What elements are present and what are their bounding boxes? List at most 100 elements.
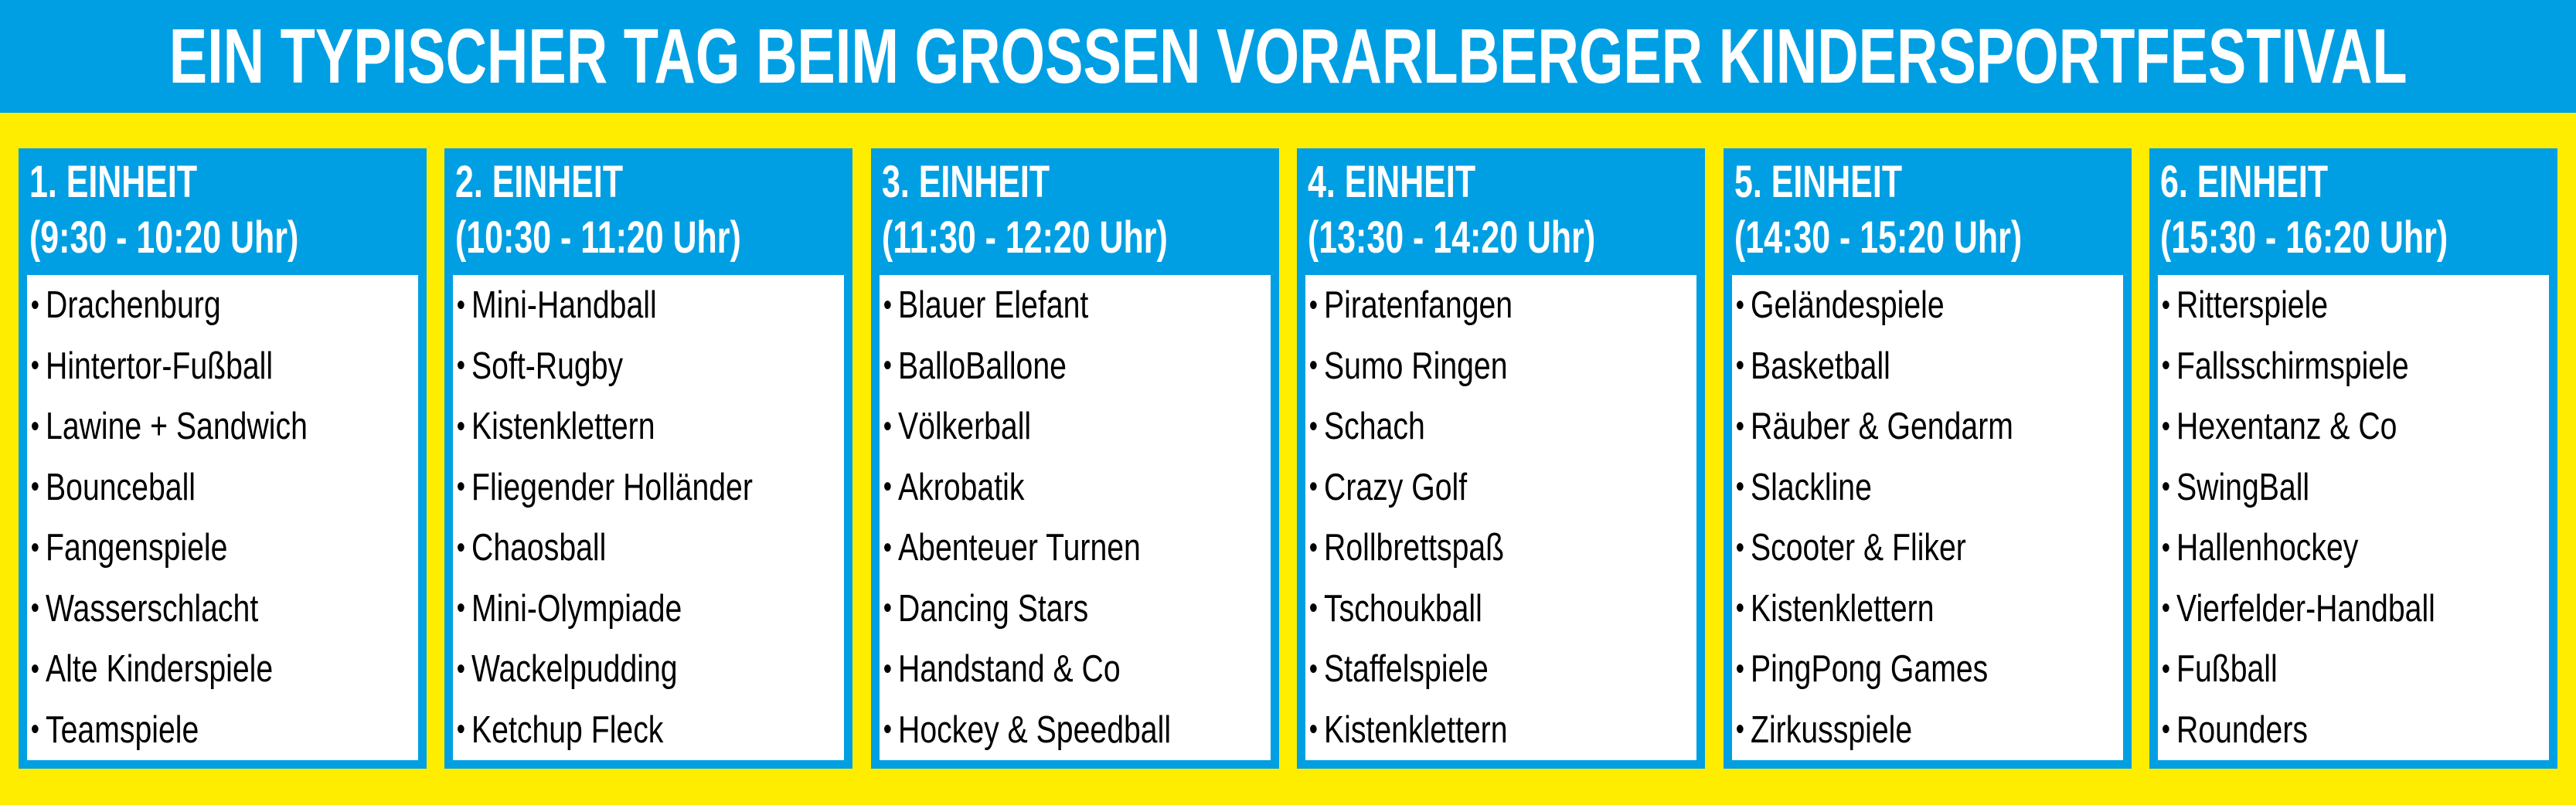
list-item: • Akrobatik bbox=[880, 457, 1271, 518]
bullet-icon: • bbox=[1308, 287, 1319, 322]
bullet-icon: • bbox=[457, 470, 466, 504]
bullet-icon: • bbox=[457, 651, 466, 686]
list-item: • Mini-Handball bbox=[453, 275, 844, 336]
unit-time: (10:30 - 11:20 Uhr) bbox=[455, 212, 742, 263]
activity-label: Ritterspiele bbox=[2176, 284, 2329, 327]
activity-list: • Geländespiele • Basketball • Räuber & Genda… bbox=[1731, 275, 2123, 761]
activity-label: Fliegender Holländer bbox=[471, 466, 754, 508]
list-item: • Wackelpudding bbox=[453, 639, 844, 700]
list-item: • Ritterspiele bbox=[2158, 275, 2549, 336]
activity-label: Handstand & Co bbox=[897, 648, 1121, 691]
bullet-icon: • bbox=[883, 591, 892, 626]
unit-column: 6. EINHEIT (15:30 - 16:20 Uhr) • Ritterspie… bbox=[2149, 148, 2557, 769]
list-item: • Sumo Ringen bbox=[1305, 336, 1696, 397]
list-item: • Alte Kinderspiele bbox=[27, 639, 418, 700]
bullet-icon: • bbox=[1735, 530, 1744, 565]
unit-column: 3. EINHEIT (11:30 - 12:20 Uhr) • Blauer Ele… bbox=[870, 148, 1279, 769]
list-item: • Mini-Olympiade bbox=[453, 579, 844, 640]
list-item: • Rollbrettspaß bbox=[1305, 518, 1696, 579]
activity-label: Chaosball bbox=[471, 527, 607, 569]
unit-time: (14:30 - 15:20 Uhr) bbox=[1734, 212, 2022, 263]
activity-label: Blauer Elefant bbox=[897, 284, 1089, 327]
list-item: • Blauer Elefant bbox=[880, 275, 1271, 336]
bullet-icon: • bbox=[2161, 409, 2171, 443]
activity-label: Crazy Golf bbox=[1324, 466, 1468, 508]
bullet-icon: • bbox=[1308, 712, 1319, 747]
unit-column: 4. EINHEIT (13:30 - 14:20 Uhr) • Piratenfan… bbox=[1297, 148, 1706, 769]
activity-label: Kistenklettern bbox=[1750, 587, 1935, 630]
unit-title: 1. EINHEIT bbox=[29, 157, 198, 207]
list-item: • Chaosball bbox=[453, 518, 844, 579]
unit-title: 2. EINHEIT bbox=[455, 157, 624, 207]
list-item: • Vierfelder-Handball bbox=[2158, 579, 2549, 640]
unit-header: 1. EINHEIT (9:30 - 10:20 Uhr) bbox=[29, 155, 298, 266]
unit-header: 3. EINHEIT (11:30 - 12:20 Uhr) bbox=[882, 155, 1168, 266]
unit-header: 5. EINHEIT (14:30 - 15:20 Uhr) bbox=[1734, 155, 2022, 266]
list-item: • Kistenklettern bbox=[1732, 579, 2123, 640]
unit-column: 2. EINHEIT (10:30 - 11:20 Uhr) • Mini-Handb… bbox=[444, 148, 853, 769]
bullet-icon: • bbox=[30, 470, 40, 504]
bullet-icon: • bbox=[457, 591, 466, 626]
list-item: • Geländespiele bbox=[1732, 275, 2123, 336]
list-item: • Dancing Stars bbox=[880, 579, 1271, 640]
unit-title: 3. EINHEIT bbox=[881, 157, 1050, 207]
list-item: • Hockey & Speedball bbox=[880, 700, 1271, 761]
activity-label: Hexentanz & Co bbox=[2176, 406, 2397, 448]
bullet-icon: • bbox=[1308, 651, 1319, 686]
list-item: • Teamspiele bbox=[27, 700, 418, 761]
activity-label: Hockey & Speedball bbox=[897, 708, 1171, 751]
bullet-icon: • bbox=[1308, 348, 1319, 383]
activity-label: Scooter & Fliker bbox=[1750, 527, 1966, 569]
activity-label: Slackline bbox=[1750, 466, 1872, 508]
activity-label: Ketchup Fleck bbox=[471, 708, 664, 751]
list-item: • Wasserschlacht bbox=[27, 579, 418, 640]
list-item: • Ketchup Fleck bbox=[453, 700, 844, 761]
bullet-icon: • bbox=[30, 348, 40, 383]
bullet-icon: • bbox=[30, 651, 40, 686]
unit-column: 1. EINHEIT (9:30 - 10:20 Uhr) • Drachenburg… bbox=[19, 148, 427, 769]
bullet-icon: • bbox=[1308, 470, 1319, 504]
list-item: • Lawine + Sandwich bbox=[27, 396, 418, 457]
activity-label: Kistenklettern bbox=[471, 406, 655, 448]
unit-time: (13:30 - 14:20 Uhr) bbox=[1308, 212, 1596, 263]
activity-label: Schach bbox=[1324, 406, 1425, 448]
activity-label: Akrobatik bbox=[897, 466, 1025, 508]
unit-column: 5. EINHEIT (14:30 - 15:20 Uhr) • Geländespi… bbox=[1723, 148, 2132, 769]
list-item: • Soft-Rugby bbox=[453, 336, 844, 397]
unit-title: 4. EINHEIT bbox=[1308, 157, 1476, 207]
bullet-icon: • bbox=[457, 712, 466, 747]
activity-label: Abenteuer Turnen bbox=[897, 527, 1141, 569]
activity-label: Rollbrettspaß bbox=[1324, 527, 1505, 569]
activity-label: Wasserschlacht bbox=[46, 587, 259, 630]
bullet-icon: • bbox=[883, 530, 892, 565]
activity-label: Rounders bbox=[2176, 708, 2308, 751]
bullet-icon: • bbox=[30, 287, 40, 322]
list-item: • Slackline bbox=[1732, 457, 2123, 518]
bullet-icon: • bbox=[30, 530, 40, 565]
activity-list: • Piratenfangen • Sumo Ringen • Schach • Crazy … bbox=[1305, 275, 1697, 760]
unit-time: (9:30 - 10:20 Uhr) bbox=[29, 212, 299, 263]
activity-label: Fangenspiele bbox=[46, 527, 228, 569]
list-item: • Handstand & Co bbox=[880, 639, 1271, 700]
list-item: • Hallenhockey bbox=[2158, 518, 2549, 579]
bullet-icon: • bbox=[1308, 591, 1319, 626]
list-item: • Zirkusspiele bbox=[1732, 700, 2123, 761]
bullet-icon: • bbox=[2161, 287, 2171, 322]
activity-list: • Blauer Elefant • BalloBallone • Völkerball •… bbox=[879, 275, 1271, 761]
list-item: • Staffelspiele bbox=[1305, 639, 1696, 700]
activity-label: Mini-Olympiade bbox=[471, 587, 682, 630]
bullet-icon: • bbox=[1735, 287, 1744, 322]
activity-label: Basketball bbox=[1750, 345, 1890, 387]
activity-label: Tschoukball bbox=[1324, 587, 1483, 630]
activity-label: Sumo Ringen bbox=[1324, 345, 1508, 387]
activity-label: Bounceball bbox=[46, 466, 196, 508]
activity-label: Drachenburg bbox=[46, 284, 221, 327]
activity-label: Alte Kinderspiele bbox=[46, 648, 274, 691]
activity-label: BalloBallone bbox=[897, 345, 1067, 387]
bullet-icon: • bbox=[1735, 712, 1744, 747]
activity-label: Räuber & Gendarm bbox=[1750, 406, 2013, 448]
activity-label: Teamspiele bbox=[46, 708, 199, 751]
activity-label: Geländespiele bbox=[1750, 284, 1945, 327]
list-item: • Crazy Golf bbox=[1305, 457, 1696, 518]
list-item: • Tschoukball bbox=[1305, 579, 1696, 640]
